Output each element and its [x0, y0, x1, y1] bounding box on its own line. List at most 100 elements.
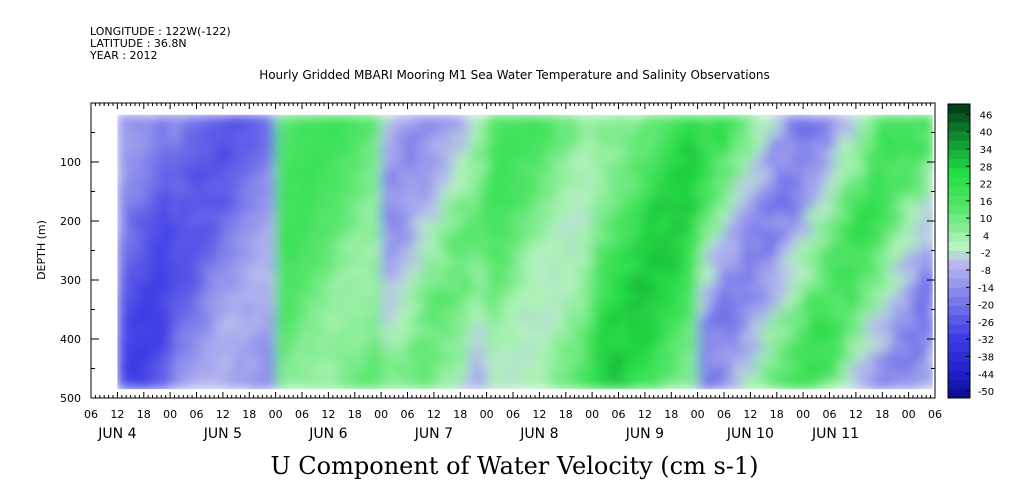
heatmap-cell [706, 212, 716, 222]
heatmap-cell [407, 167, 417, 178]
heatmap-cell [662, 141, 672, 151]
heatmap-cell [847, 256, 857, 266]
colorbar-label: 22 [980, 180, 993, 191]
heatmap-cell [688, 291, 699, 302]
heatmap-cell [152, 203, 162, 213]
heatmap-cell [372, 247, 382, 257]
heatmap-cell [170, 336, 180, 346]
heatmap-cell [820, 185, 831, 195]
heatmap-cell [557, 159, 567, 169]
heatmap-cell [794, 371, 804, 381]
heatmap-cell [908, 274, 918, 284]
heatmap-cell [495, 344, 505, 355]
heatmap-cell [161, 123, 171, 134]
heatmap-cell [240, 256, 250, 266]
heatmap-cell [381, 291, 391, 302]
heatmap-cell [671, 327, 681, 337]
heatmap-cell [917, 167, 927, 178]
heatmap-cell [486, 336, 496, 346]
heatmap-cell [662, 114, 672, 125]
heatmap-cell [407, 318, 417, 328]
heatmap-cell [548, 238, 558, 249]
heatmap-cell [126, 362, 136, 372]
heatmap-cell [372, 167, 382, 178]
heatmap-cell [398, 344, 409, 355]
heatmap-cell [442, 167, 453, 178]
heatmap-cell [513, 300, 523, 310]
heatmap-cell [908, 123, 918, 134]
heatmap-cell [152, 185, 162, 195]
heatmap-cell [847, 132, 857, 142]
heatmap-cell [926, 380, 935, 390]
heatmap-cell [231, 353, 242, 364]
heatmap-cell [205, 300, 215, 310]
heatmap-cell [275, 114, 285, 125]
heatmap-cell [574, 114, 584, 125]
heatmap-cell [178, 185, 189, 195]
heatmap-cell [460, 336, 470, 346]
heatmap-cell [337, 256, 347, 266]
heatmap-cell [688, 229, 699, 240]
heatmap-cell [319, 336, 329, 346]
heatmap-cell [750, 159, 760, 169]
heatmap-cell [785, 371, 795, 381]
heatmap-cell [662, 300, 672, 310]
heatmap-cell [442, 114, 453, 125]
heatmap-cell [697, 212, 707, 222]
heatmap-cell [126, 229, 136, 240]
heatmap-cell [135, 265, 145, 275]
heatmap-cell [776, 336, 787, 346]
heatmap-cell [847, 353, 857, 364]
heatmap-cell [451, 318, 461, 328]
heatmap-cell [627, 238, 637, 249]
heatmap-cell [469, 274, 479, 284]
heatmap-cell [759, 123, 769, 134]
heatmap-cell [513, 123, 523, 134]
heatmap-cell [671, 291, 681, 302]
heatmap-cell [521, 159, 532, 169]
heatmap-cell [178, 247, 189, 257]
heatmap-cell [759, 141, 769, 151]
heatmap-cell [609, 291, 620, 302]
heatmap-cell [222, 221, 233, 231]
heatmap-cell [600, 238, 611, 249]
heatmap-cell [477, 318, 488, 328]
heatmap-cell [768, 123, 778, 134]
heatmap-cell [724, 265, 734, 275]
heatmap-cell [310, 194, 321, 204]
heatmap-cell [732, 265, 743, 275]
heatmap-cell [231, 229, 242, 240]
heatmap-cell [222, 353, 233, 364]
heatmap-cell [803, 185, 813, 195]
heatmap-cell [337, 238, 347, 249]
heatmap-cell [864, 185, 875, 195]
heatmap-cell [416, 336, 426, 346]
heatmap-cell [592, 380, 602, 390]
heatmap-cell [451, 247, 461, 257]
heatmap-cell [882, 291, 892, 302]
heatmap-cell [811, 380, 822, 390]
heatmap-cell [477, 353, 488, 364]
heatmap-cell [908, 203, 918, 213]
heatmap-cell [803, 159, 813, 169]
heatmap-cell [680, 380, 690, 390]
heatmap-cell [574, 212, 584, 222]
heatmap-cell [864, 229, 875, 240]
heatmap-cell [486, 114, 496, 125]
heatmap-cell [231, 256, 242, 266]
heatmap-cell [811, 371, 822, 381]
heatmap-cell [794, 159, 804, 169]
heatmap-cell [688, 194, 699, 204]
heatmap-cell [513, 336, 523, 346]
heatmap-cell [161, 256, 171, 266]
heatmap-cell [688, 265, 699, 275]
heatmap-cell [126, 114, 136, 125]
heatmap-cell [416, 114, 426, 125]
heatmap-cell [205, 238, 215, 249]
heatmap-cell [222, 300, 233, 310]
heatmap-cell [495, 380, 505, 390]
x-tick-label: 06 [717, 408, 731, 421]
heatmap-cell [706, 185, 716, 195]
heatmap-cell [486, 371, 496, 381]
heatmap-cell [539, 336, 549, 346]
